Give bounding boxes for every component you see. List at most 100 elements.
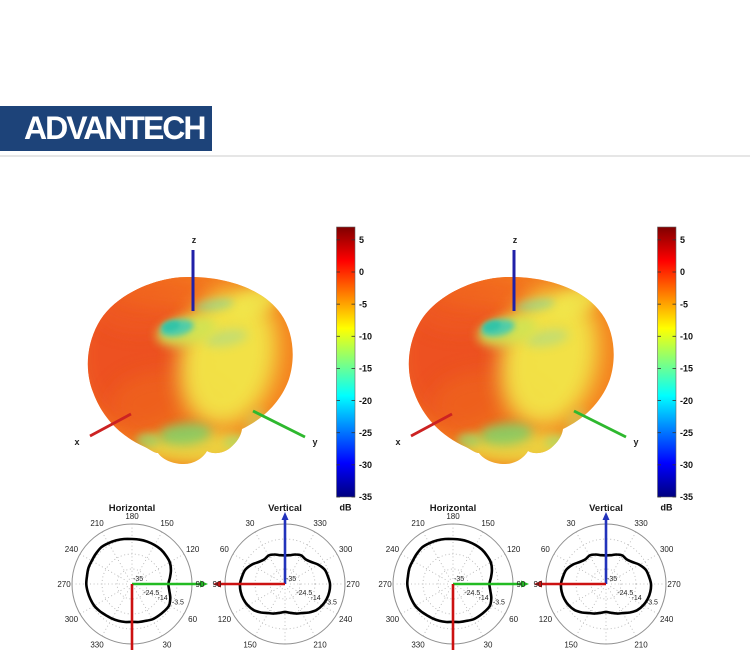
colorbar-tick-label: -15 [680, 364, 693, 374]
x-axis-label: x [395, 437, 400, 447]
x-axis-line [89, 412, 132, 438]
angle-tick-label: 270 [346, 580, 360, 589]
angle-tick-label: 240 [660, 615, 674, 624]
radial-tick-label: -35 [286, 576, 296, 583]
colorbar-tick-label: -5 [680, 299, 688, 309]
radial-tick-label: -24.5 [143, 590, 159, 597]
angle-tick-label: 270 [667, 580, 681, 589]
y-axis-line [573, 409, 627, 439]
colorbar: 5 0 -5 -10 -15 -20 -25 -30 -35 dB [657, 226, 693, 513]
angle-tick-label: 300 [386, 615, 400, 624]
colorbar-tick-label: 0 [359, 267, 364, 277]
angle-tick-label: 210 [634, 640, 648, 649]
angle-tick-label: 120 [507, 545, 521, 554]
advantech-logo: ADVANTECH [0, 106, 212, 151]
logo-text: ADVANTECH [24, 109, 207, 147]
boresight-arrow-green-head [200, 580, 208, 588]
angle-tick-label: 150 [243, 640, 257, 649]
angle-tick-label: 330 [411, 640, 425, 649]
colorbar-tick-label: -10 [359, 331, 372, 341]
angle-tick-label: 300 [339, 545, 353, 554]
radial-tick-label: -35 [454, 576, 464, 583]
colorbar-tick-label: -35 [680, 492, 693, 502]
angle-tick-label: 30 [163, 640, 172, 649]
angle-tick-label: 270 [378, 580, 392, 589]
polar-plot-title: Vertical [589, 503, 623, 514]
angle-tick-label: 240 [65, 545, 79, 554]
colorbar-tick-label: 0 [680, 267, 685, 277]
radiation-pattern-curve [84, 537, 173, 624]
angle-tick-label: 180 [446, 512, 460, 521]
angle-tick-label: 240 [339, 615, 353, 624]
radiation-pattern-curve [405, 537, 494, 624]
3d-pattern-plot: z x y [74, 235, 318, 464]
radial-tick-label: -24.5 [617, 590, 633, 597]
polar-plot-vertical: 30 330 60 300 90 270 120 240 150 210 -35-24.5-14 -3… [534, 503, 682, 649]
colorbar-tick-label: 5 [680, 235, 685, 245]
colorbar-tick-label: -10 [680, 331, 693, 341]
z-axis-label: z [192, 235, 197, 245]
angle-tick-label: 120 [218, 615, 232, 624]
radial-tick-label: -3.5 [493, 599, 505, 606]
x-axis-line [410, 412, 453, 438]
polar-plot-vertical: 30 330 60 300 90 270 120 240 150 210 -35-24.5-14 -3… [213, 503, 361, 649]
radial-tick-label: -35 [133, 576, 143, 583]
radial-tick-label: -14 [311, 595, 321, 602]
angle-tick-label: 150 [564, 640, 578, 649]
polar-plot-title: Vertical [268, 503, 302, 514]
angle-tick-label: 210 [313, 640, 327, 649]
angle-tick-label: 120 [539, 615, 553, 624]
colorbar-tick-label: -25 [359, 428, 372, 438]
angle-tick-label: 60 [541, 545, 550, 554]
angle-tick-label: 330 [90, 640, 104, 649]
angle-tick-label: 60 [188, 615, 197, 624]
radial-tick-label: -3.5 [325, 599, 337, 606]
colorbar-tick-label: -35 [359, 492, 372, 502]
colorbar-tick-label: -30 [359, 460, 372, 470]
z-axis-label: z [513, 235, 518, 245]
radiation-pattern-curve [559, 553, 653, 615]
colorbar-unit-label: dB [661, 503, 673, 513]
3d-pattern-plot: z x y [395, 235, 639, 464]
angle-tick-label: 90 [196, 580, 205, 589]
angle-tick-label: 60 [509, 615, 518, 624]
colorbar-tick-label: -15 [359, 364, 372, 374]
colorbar-tick-label: -20 [359, 396, 372, 406]
radial-tick-label: -24.5 [464, 590, 480, 597]
boresight-arrow-green-head [521, 580, 529, 588]
polar-plot-title: Horizontal [430, 503, 476, 514]
angle-tick-label: 30 [484, 640, 493, 649]
radial-tick-label: -14 [158, 595, 168, 602]
radial-tick-label: -35 [607, 576, 617, 583]
radial-tick-label: -3.5 [646, 599, 658, 606]
colorbar-tick-label: -20 [680, 396, 693, 406]
colorbar-tick-label: -5 [359, 299, 367, 309]
radial-tick-label: -3.5 [172, 599, 184, 606]
y-axis-line [252, 409, 306, 439]
radiation-pattern-curve [238, 553, 332, 615]
polar-plot-horizontal: 180 150 120 90 60 30 330 300 270 240 210 -35-24.5-1… [378, 503, 529, 650]
angle-tick-label: 240 [386, 545, 400, 554]
boresight-arrow-blue-head [281, 512, 289, 520]
x-axis-label: x [74, 437, 79, 447]
angle-tick-label: 60 [220, 545, 229, 554]
angle-tick-label: 30 [567, 519, 576, 528]
angle-tick-label: 150 [160, 519, 174, 528]
radial-tick-label: -14 [632, 595, 642, 602]
colorbar-tick-label: 5 [359, 235, 364, 245]
angle-tick-label: 120 [186, 545, 200, 554]
reference-arrow-red-head [534, 580, 542, 588]
angle-tick-label: 90 [517, 580, 526, 589]
angle-tick-label: 210 [411, 519, 425, 528]
figure-antenna-1: z x y 5 0 -5 -10 -15 -20 -25 -30 -35 dB 180 150 120 90 60… [57, 226, 372, 650]
radial-tick-label: -14 [479, 595, 489, 602]
colorbar-unit-label: dB [340, 503, 352, 513]
polar-plot-title: Horizontal [109, 503, 155, 514]
header-divider [0, 155, 750, 157]
colorbar: 5 0 -5 -10 -15 -20 -25 -30 -35 dB [336, 226, 372, 513]
polar-plot-horizontal: 180 150 120 90 60 30 330 300 270 240 210 -35-24.5-1… [57, 503, 208, 650]
colorbar-tick-label: -25 [680, 428, 693, 438]
angle-tick-label: 210 [90, 519, 104, 528]
